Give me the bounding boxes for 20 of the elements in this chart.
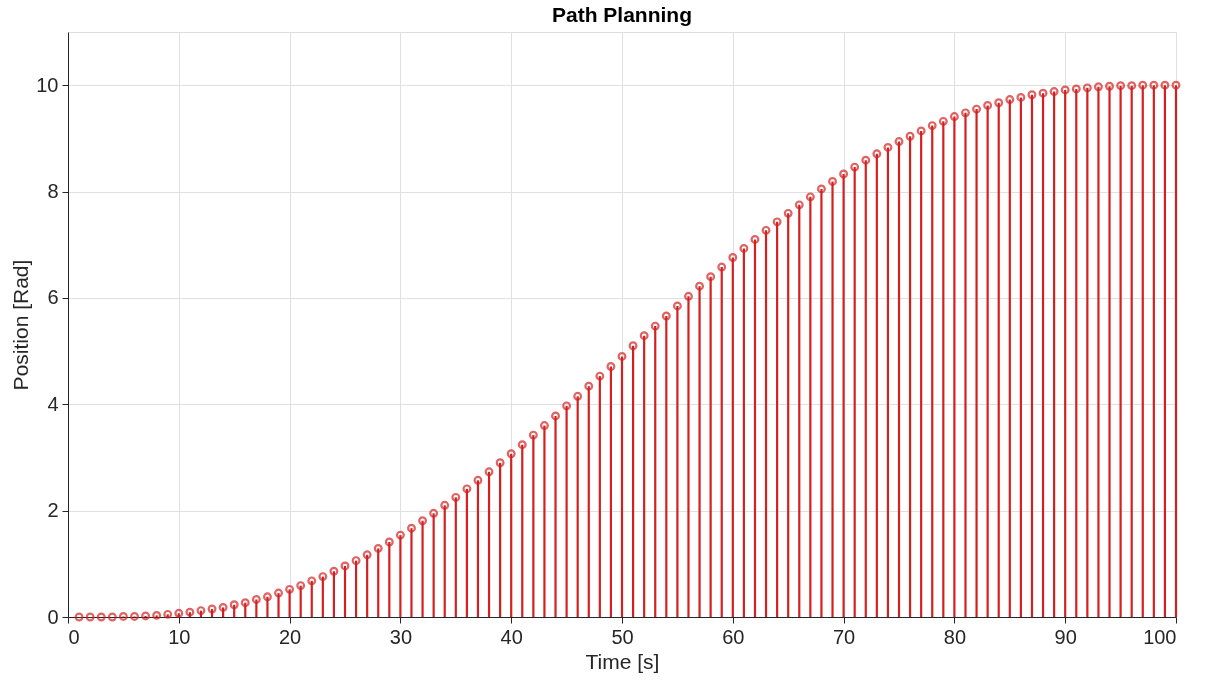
y-tick-label: 6: [47, 286, 59, 309]
y-tick-label: 0: [47, 605, 59, 628]
x-tick-label: 10: [168, 625, 191, 648]
y-axis-title: Position [Rad]: [9, 259, 33, 391]
y-tick-label: 2: [47, 499, 59, 522]
x-tick-label: 0: [68, 625, 80, 648]
x-tick-label: 80: [943, 625, 967, 648]
x-tick-label: 100: [1143, 625, 1177, 648]
x-tick-label: 40: [500, 625, 523, 648]
x-tick-label: 50: [611, 625, 634, 648]
x-tick-label: 90: [1054, 625, 1077, 648]
x-tick-label: 70: [832, 625, 856, 648]
y-tick-label: 4: [47, 392, 59, 415]
x-tick-label: 20: [278, 625, 302, 648]
x-tick-label: 60: [722, 625, 745, 648]
x-tick-label: 30: [389, 625, 413, 648]
chart-title: Path Planning: [551, 3, 693, 26]
y-tick-label: 10: [36, 73, 59, 96]
x-axis-title: Time [s]: [585, 649, 660, 673]
y-tick-label: 8: [47, 180, 59, 203]
